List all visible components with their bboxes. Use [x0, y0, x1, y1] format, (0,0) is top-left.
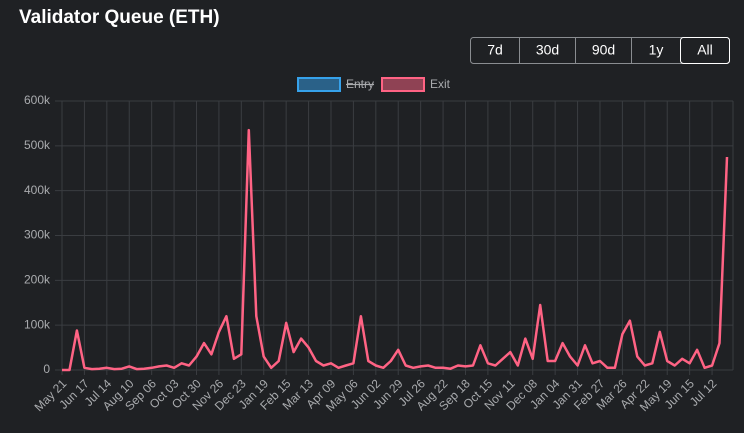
range-button[interactable]: 1y	[649, 42, 664, 58]
exit-line	[62, 128, 729, 372]
y-tick-label: 500k	[24, 138, 51, 152]
range-button[interactable]: All	[697, 42, 713, 58]
y-tick-label: 0	[43, 362, 50, 376]
y-tick-label: 400k	[24, 183, 51, 197]
range-button-active[interactable]	[680, 37, 730, 64]
legend-label[interactable]: Exit	[430, 77, 451, 91]
legend-swatch[interactable]	[297, 77, 341, 92]
range-button[interactable]: 90d	[592, 42, 615, 58]
range-button[interactable]: 30d	[536, 42, 559, 58]
y-tick-label: 100k	[24, 317, 51, 331]
range-button[interactable]: 7d	[487, 42, 503, 58]
legend-label[interactable]: Entry	[346, 77, 374, 91]
y-tick-label: 300k	[24, 228, 51, 242]
legend-swatch[interactable]	[381, 77, 425, 92]
y-tick-label: 600k	[24, 93, 51, 107]
page-title: Validator Queue (ETH)	[19, 7, 220, 28]
y-tick-label: 200k	[24, 273, 51, 287]
